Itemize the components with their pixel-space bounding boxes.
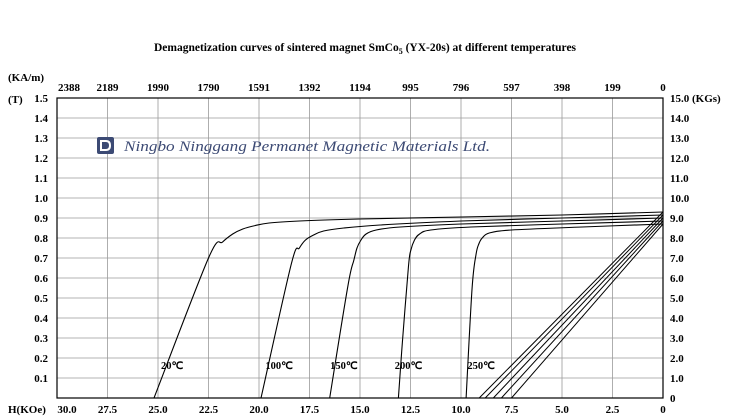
- bottom-tick-label: 30.0: [57, 404, 77, 416]
- curve-250c: [465, 223, 664, 399]
- bottom-tick-label: 2.5: [606, 404, 620, 416]
- company-logo-icon: [97, 137, 114, 154]
- left-tick-label: 1.3: [34, 133, 48, 145]
- bottom-tick-label: 5.0: [555, 404, 569, 416]
- bottom-tick-label: 22.5: [199, 404, 219, 416]
- left-tick-label: 0.3: [34, 333, 48, 345]
- top-tick-label: 1392: [299, 82, 322, 94]
- curve-100c: [260, 214, 664, 399]
- right-tick-label: 11.0: [670, 173, 689, 185]
- bottom-tick-label: 7.5: [505, 404, 519, 416]
- curve-20c: [153, 211, 664, 399]
- top-tick-label: 995: [402, 82, 419, 94]
- curve-label: 150℃: [330, 360, 358, 372]
- top-tick-label: 1990: [147, 82, 170, 94]
- tick-labels: 2388 2189 1990 1790 1591 1392 1194 995 796 597 398…: [34, 82, 721, 416]
- top-tick-label: 1194: [349, 82, 371, 94]
- top-tick-label: 398: [554, 82, 571, 94]
- left-tick-label: 0.7: [34, 253, 48, 265]
- curve-150c: [329, 217, 664, 399]
- top-tick-label: 1790: [198, 82, 221, 94]
- curve-label: 200℃: [395, 360, 423, 372]
- top-tick-label: 2189: [97, 82, 120, 94]
- curve-label: 20℃: [161, 360, 184, 372]
- right-tick-label: 13.0: [670, 133, 690, 145]
- recoil-lines: [478, 211, 664, 399]
- curve-200c: [397, 220, 664, 399]
- bottom-axis-label: H(KOe): [8, 404, 46, 416]
- left-tick-label: 1.4: [34, 113, 48, 125]
- right-tick-label: 0: [670, 393, 676, 405]
- curve-labels: 20℃ 100℃ 150℃ 200℃ 250℃: [161, 360, 495, 372]
- right-tick-label: 12.0: [670, 153, 690, 165]
- recoil-line: [478, 211, 664, 399]
- bottom-tick-label: 0: [660, 404, 666, 416]
- grid: [57, 98, 663, 398]
- right-tick-label: 9.0: [670, 213, 684, 225]
- recoil-line: [484, 214, 664, 399]
- top-tick-label: 796: [453, 82, 470, 94]
- demagnetization-curves: [153, 211, 664, 399]
- brand-text: Ningbo Ninggang Permanet Magnetic Materi…: [123, 139, 490, 155]
- left-tick-label: 1.2: [34, 153, 48, 165]
- right-tick-label: 6.0: [670, 273, 684, 285]
- bottom-tick-label: 27.5: [98, 404, 118, 416]
- bottom-tick-label: 12.5: [401, 404, 421, 416]
- top-tick-label: 2388: [58, 82, 81, 94]
- bottom-tick-label: 15.0: [350, 404, 370, 416]
- left-tick-label: 0.8: [34, 233, 48, 245]
- right-tick-label: 4.0: [670, 313, 684, 325]
- top-axis-unit: (KA/m): [8, 72, 44, 84]
- right-tick-label: 3.0: [670, 333, 684, 345]
- bottom-tick-label: 20.0: [249, 404, 269, 416]
- right-tick-label: 5.0: [670, 293, 684, 305]
- left-tick-label: 0.2: [34, 353, 48, 365]
- top-tick-label: 597: [503, 82, 520, 94]
- right-tick-label: 8.0: [670, 233, 684, 245]
- left-axis-unit: (T): [8, 94, 23, 106]
- left-tick-label: 0.9: [34, 213, 48, 225]
- left-tick-label: 0.1: [34, 373, 48, 385]
- right-tick-label: 7.0: [670, 253, 684, 265]
- recoil-line: [492, 217, 664, 399]
- top-tick-label: 199: [604, 82, 621, 94]
- right-tick-label: 14.0: [670, 113, 690, 125]
- right-tick-label: 15.0 (KGs): [670, 93, 721, 105]
- left-tick-label: 1.5: [34, 93, 48, 105]
- left-tick-label: 0.6: [34, 273, 48, 285]
- left-tick-label: 1.0: [34, 193, 48, 205]
- recoil-line: [501, 220, 664, 399]
- recoil-line: [511, 223, 664, 399]
- bottom-tick-label: 10.0: [451, 404, 471, 416]
- curve-label: 250℃: [467, 360, 495, 372]
- right-tick-label: 1.0: [670, 373, 684, 385]
- right-tick-label: 10.0: [670, 193, 690, 205]
- plot-frame: [56, 97, 664, 399]
- right-tick-label: 2.0: [670, 353, 684, 365]
- left-tick-label: 0.5: [34, 293, 48, 305]
- left-tick-label: 1.1: [34, 173, 48, 185]
- top-tick-label: 0: [660, 82, 666, 94]
- chart-title: Demagnetization curves of sintered magne…: [154, 42, 577, 56]
- left-tick-label: 0.4: [34, 313, 48, 325]
- bottom-tick-label: 25.0: [148, 404, 168, 416]
- curve-label: 100℃: [265, 360, 293, 372]
- bottom-tick-label: 17.5: [300, 404, 320, 416]
- top-tick-label: 1591: [248, 82, 270, 94]
- brand-watermark: Ningbo Ninggang Permanet Magnetic Materi…: [97, 137, 490, 155]
